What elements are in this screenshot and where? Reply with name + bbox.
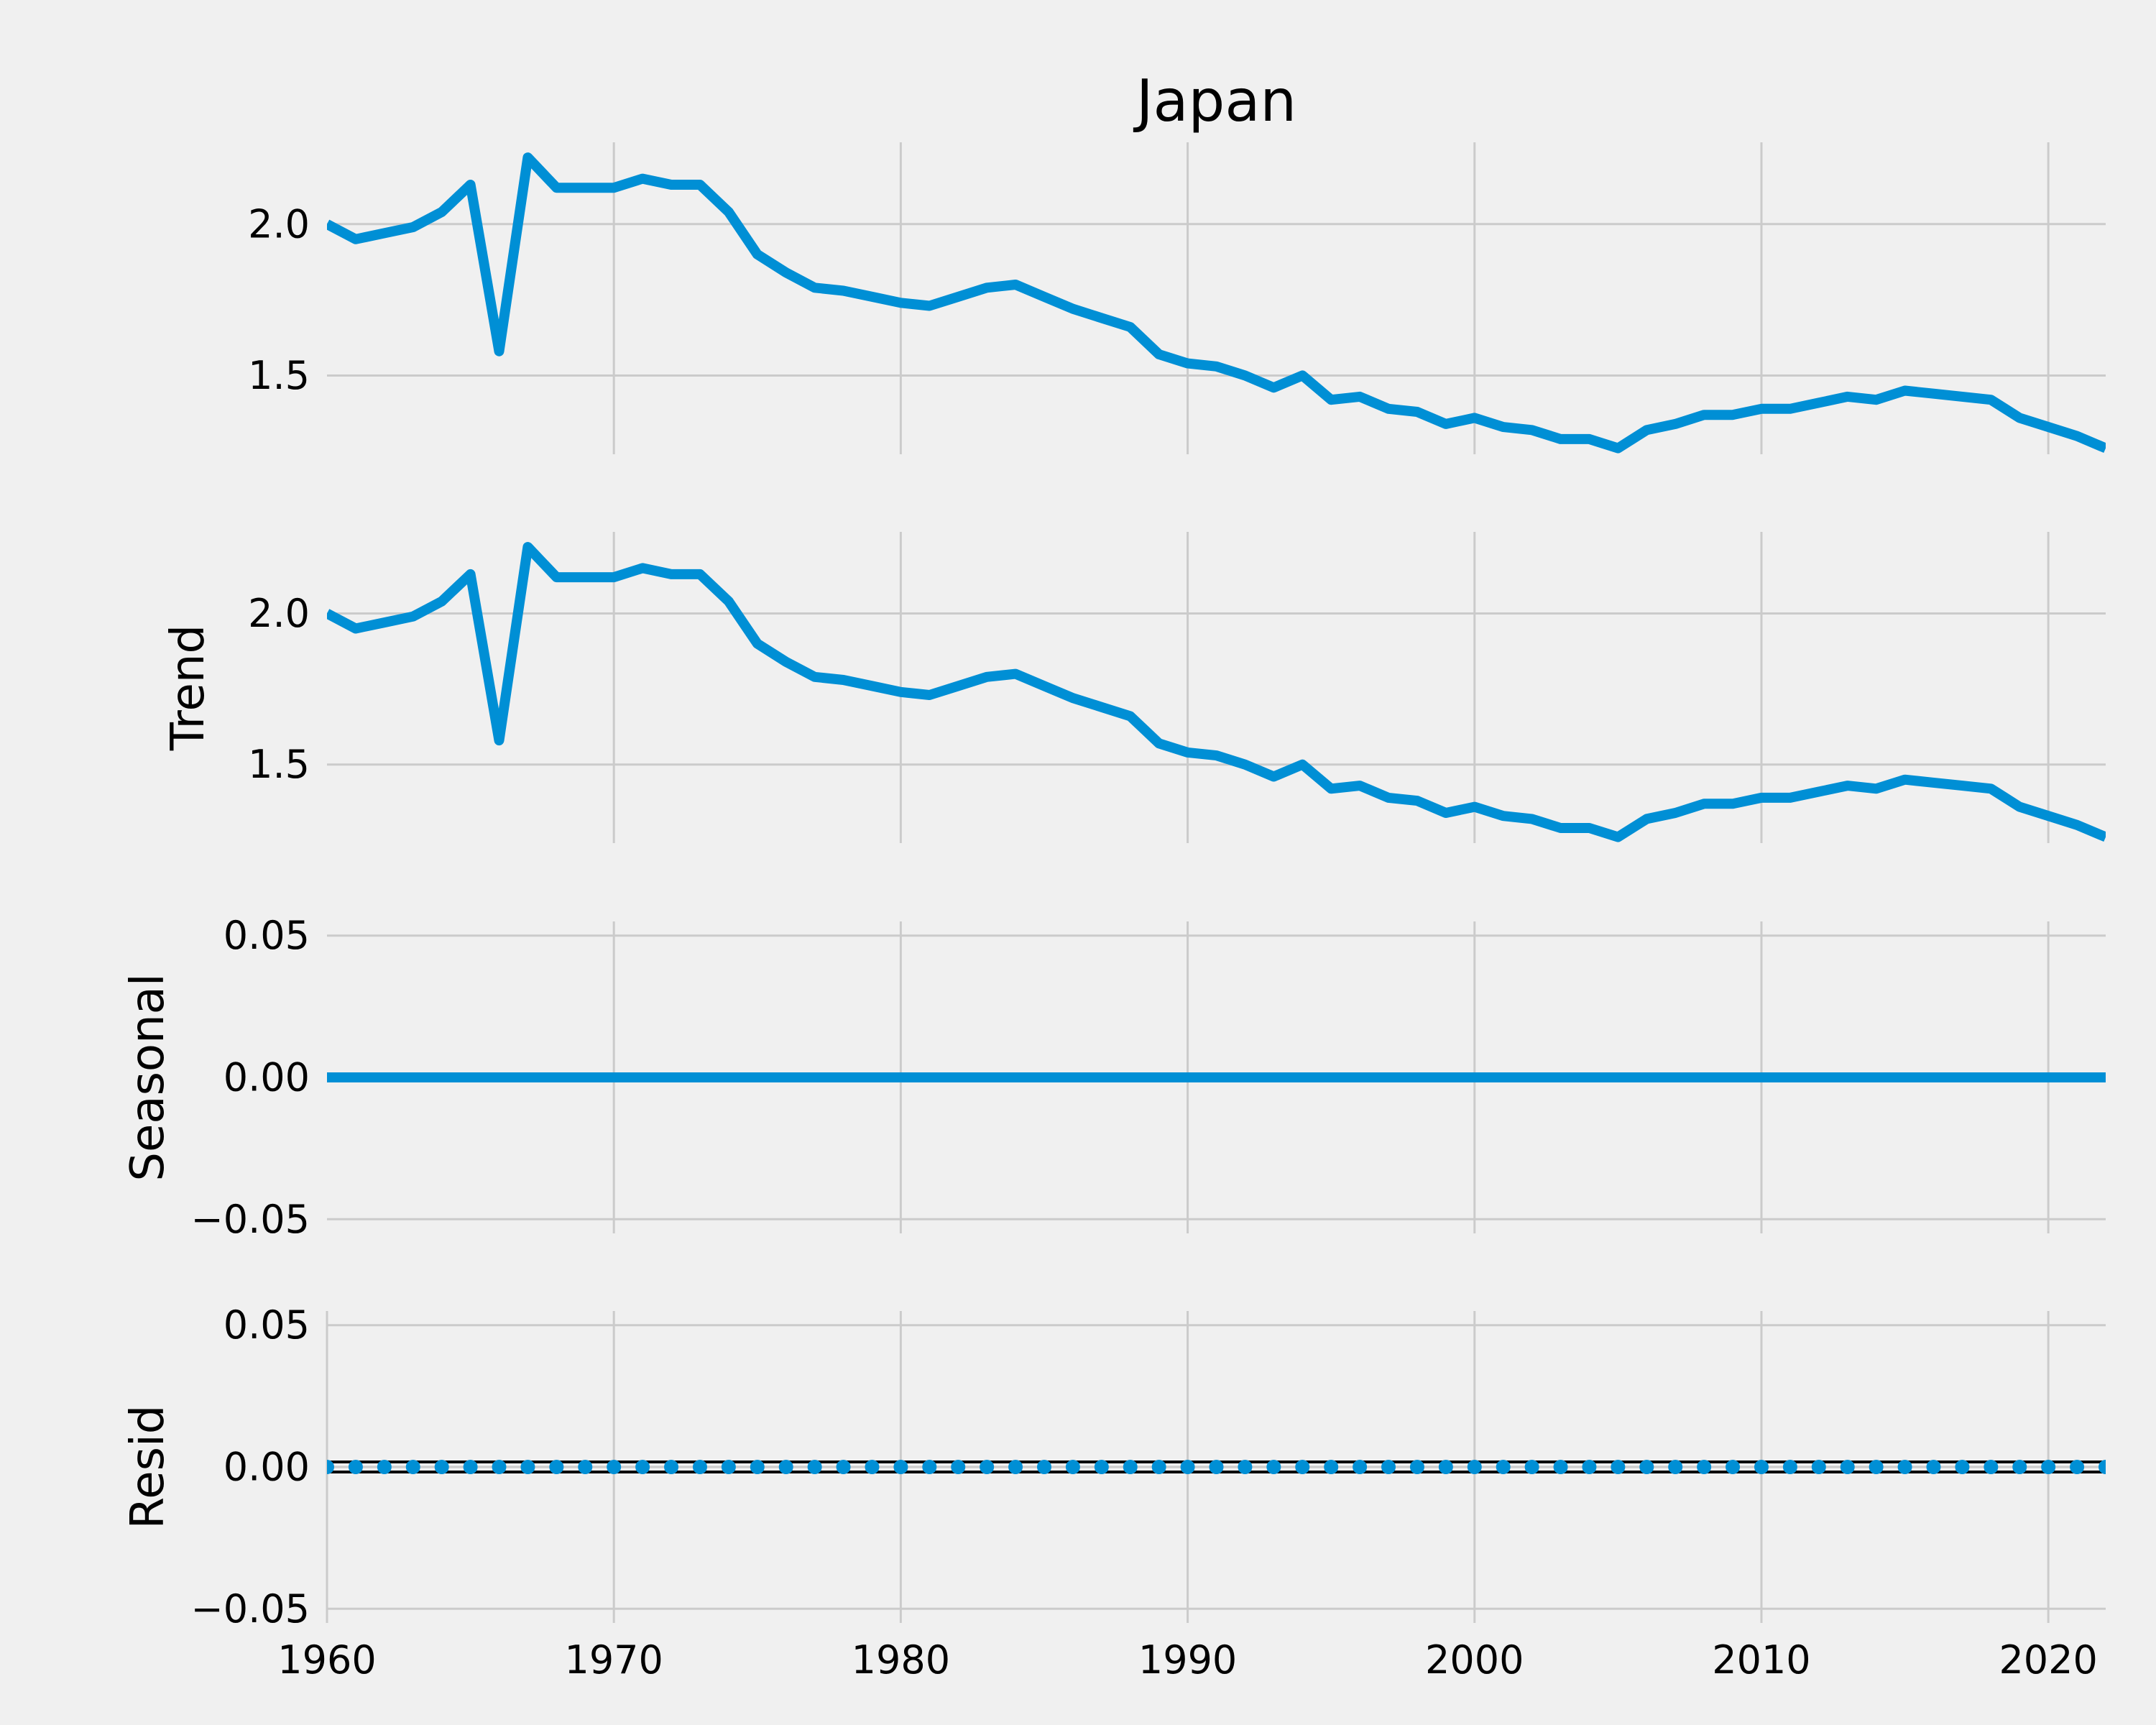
resid-point (1238, 1460, 1253, 1474)
y-tick-label: 2.0 (248, 591, 310, 636)
y-axis-label: Resid (121, 1405, 175, 1530)
resid-point (807, 1460, 822, 1474)
resid-point (922, 1460, 937, 1474)
x-tick-label: 1980 (852, 1637, 950, 1683)
resid-point (1266, 1460, 1281, 1474)
resid-point (1180, 1460, 1195, 1474)
resid-point (1065, 1460, 1080, 1474)
resid-point (607, 1460, 622, 1474)
chart-title: Japan (1133, 68, 1296, 134)
resid-point (520, 1460, 535, 1474)
y-tick-label: 1.5 (248, 353, 310, 398)
resid-point (463, 1460, 478, 1474)
resid-point (1697, 1460, 1712, 1474)
resid-point (1209, 1460, 1224, 1474)
resid-point (1151, 1460, 1166, 1474)
series-line (327, 152, 2106, 454)
resid-points (327, 1460, 2106, 1474)
resid-point (1840, 1460, 1855, 1474)
y-axis-label: Seasonal (121, 973, 175, 1181)
y-tick-label: 0.00 (224, 1445, 310, 1490)
resid-point (1409, 1460, 1424, 1474)
resid-point (1524, 1460, 1539, 1474)
resid-point (1897, 1460, 1912, 1474)
resid-point (1381, 1460, 1396, 1474)
resid-point (2070, 1460, 2085, 1474)
resid-point (1926, 1460, 1941, 1474)
y-tick-label: 0.05 (224, 913, 310, 958)
resid-point (664, 1460, 679, 1474)
resid-point (865, 1460, 880, 1474)
resid-point (1123, 1460, 1138, 1474)
y-tick-label: −0.05 (191, 1586, 310, 1632)
resid-point (1668, 1460, 1683, 1474)
resid-point (549, 1460, 564, 1474)
resid-point (377, 1460, 392, 1474)
resid-point (1036, 1460, 1051, 1474)
resid-point (1353, 1460, 1368, 1474)
resid-point (327, 1460, 334, 1474)
panel-trend: 1.5 2.0 Trend (162, 532, 2106, 843)
resid-point (951, 1460, 966, 1474)
resid-point (1611, 1460, 1626, 1474)
resid-point (750, 1460, 765, 1474)
resid-point (778, 1460, 793, 1474)
resid-point (893, 1460, 908, 1474)
resid-point (1984, 1460, 1999, 1474)
y-tick-label: 0.05 (224, 1302, 310, 1348)
y-tick-label: 1.5 (248, 742, 310, 787)
resid-point (1782, 1460, 1797, 1474)
resid-point (1295, 1460, 1310, 1474)
resid-point (348, 1460, 363, 1474)
resid-point (1582, 1460, 1597, 1474)
resid-point (2099, 1460, 2106, 1474)
resid-point (1869, 1460, 1884, 1474)
resid-point (2041, 1460, 2056, 1474)
resid-point (1438, 1460, 1453, 1474)
resid-point (692, 1460, 707, 1474)
x-tick-label: 1970 (564, 1637, 663, 1683)
y-tick-label: 0.00 (224, 1055, 310, 1100)
panel-seasonal: −0.05 0.00 0.05 Seasonal (121, 913, 2106, 1242)
x-tick-label: 2000 (1425, 1637, 1524, 1683)
resid-point (1639, 1460, 1654, 1474)
x-tick-label: 1960 (277, 1637, 376, 1683)
y-tick-label: 2.0 (248, 201, 310, 247)
resid-point (980, 1460, 995, 1474)
resid-point (1094, 1460, 1109, 1474)
resid-point (721, 1460, 736, 1474)
resid-point (492, 1460, 507, 1474)
resid-point (635, 1460, 650, 1474)
x-tick-label: 2020 (1999, 1637, 2097, 1683)
resid-point (1008, 1460, 1023, 1474)
x-tick-label: 2010 (1712, 1637, 1810, 1683)
resid-point (1467, 1460, 1482, 1474)
resid-point (1726, 1460, 1741, 1474)
panel-resid: −0.05 0.00 0.05 1960 1970 1980 1990 2000 2010 202… (121, 1302, 2106, 1683)
series-line (327, 542, 2106, 842)
resid-point (1496, 1460, 1511, 1474)
y-axis-label: Trend (162, 625, 215, 751)
resid-point (836, 1460, 851, 1474)
resid-point (1553, 1460, 1568, 1474)
y-tick-label: −0.05 (191, 1197, 310, 1242)
x-tick-label: 1990 (1138, 1637, 1237, 1683)
panel-observed: 1.5 2.0 Japan (248, 68, 2106, 454)
resid-point (578, 1460, 593, 1474)
resid-point (1324, 1460, 1339, 1474)
resid-point (1754, 1460, 1769, 1474)
resid-point (1811, 1460, 1826, 1474)
resid-point (2012, 1460, 2027, 1474)
resid-point (1955, 1460, 1970, 1474)
resid-point (405, 1460, 420, 1474)
resid-point (434, 1460, 449, 1474)
